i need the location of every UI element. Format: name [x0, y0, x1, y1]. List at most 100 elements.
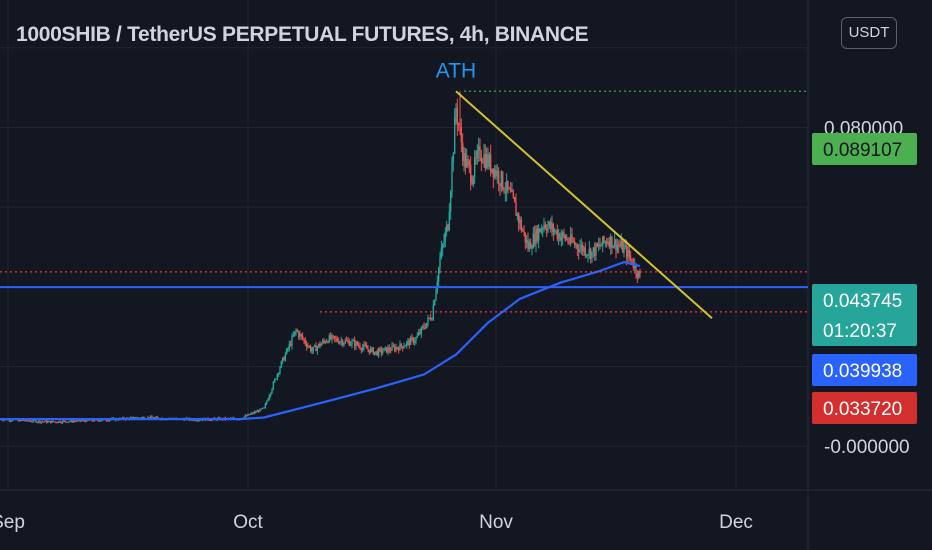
candle-body-25 — [32, 419, 35, 422]
candle-body-188 — [249, 413, 252, 415]
candle-body-477 — [635, 264, 637, 274]
candle-body-424 — [564, 235, 567, 240]
candle-body-215 — [285, 348, 288, 355]
candle-body-343 — [456, 108, 459, 124]
candle-body-213 — [283, 357, 285, 361]
currency-button[interactable]: USDT — [841, 17, 897, 49]
candle-body-384 — [511, 190, 513, 193]
candle-body-227 — [301, 335, 304, 339]
candle-body-214 — [284, 354, 287, 361]
candle-body-274 — [364, 344, 367, 346]
candle-body-157 — [208, 419, 211, 421]
candle-body-31 — [40, 421, 43, 423]
candle-body-464 — [617, 245, 620, 247]
candle-body-435 — [579, 247, 581, 252]
candle-body-107 — [141, 417, 144, 419]
candle-body-51 — [67, 421, 69, 423]
candle-body-335 — [445, 224, 448, 232]
candle-body-336 — [447, 224, 449, 230]
candle-body-417 — [555, 230, 557, 232]
candle-body-24 — [31, 421, 33, 423]
candle-body-426 — [567, 238, 569, 242]
candle-body-36 — [47, 421, 49, 423]
candle-body-74 — [97, 420, 100, 422]
candle-body-230 — [305, 343, 308, 347]
candle-body-199 — [264, 403, 267, 408]
bar-countdown: 01:20:37 — [823, 321, 897, 342]
candle-body-328 — [436, 281, 439, 291]
candle-body-353 — [469, 165, 472, 183]
candle-body-408 — [543, 224, 545, 229]
candle-body-67 — [88, 420, 91, 422]
candle-body-387 — [515, 202, 517, 216]
candle-body-314 — [417, 332, 420, 336]
candle-body-194 — [257, 410, 260, 412]
candle-body-32 — [41, 421, 44, 423]
candle-body-108 — [143, 417, 145, 419]
candle-body-411 — [547, 226, 549, 232]
candle-body-385 — [512, 190, 515, 198]
candle-body-148 — [196, 420, 199, 422]
candle-body-457 — [608, 241, 611, 248]
candle-body-257 — [341, 340, 344, 345]
candle-body-378 — [503, 188, 505, 192]
candle-body-468 — [623, 246, 625, 253]
candle-body-325 — [432, 305, 435, 320]
candle-body-445 — [592, 247, 595, 252]
candle-body-248 — [329, 335, 332, 340]
candle-body-327 — [435, 290, 437, 301]
candle-body-246 — [327, 341, 329, 343]
y-tick-label: -0.000000 — [824, 437, 910, 458]
candle-body-289 — [384, 347, 387, 349]
candle-body-23 — [29, 420, 32, 422]
candle-body-360 — [479, 146, 481, 158]
candle-body-43 — [56, 422, 59, 424]
candle-body-388 — [516, 213, 519, 216]
candle-body-35 — [45, 420, 48, 423]
candle-body-203 — [269, 392, 272, 396]
candle-body-394 — [524, 232, 527, 243]
candle-body-190 — [252, 412, 255, 414]
candle-body-475 — [632, 264, 635, 268]
candle-body-241 — [320, 343, 323, 347]
candle-body-454 — [604, 241, 607, 243]
candle-body-254 — [337, 341, 340, 344]
candle-body-324 — [431, 319, 433, 321]
candle-body-359 — [477, 146, 480, 151]
candle-body-396 — [527, 240, 529, 250]
candle-body-192 — [255, 411, 257, 413]
candle-body-306 — [407, 340, 409, 342]
candle-body-439 — [584, 247, 587, 256]
candle-body-466 — [620, 241, 623, 247]
candle-body-211 — [280, 361, 283, 368]
candle-body-243 — [323, 340, 325, 342]
candle-body-344 — [457, 123, 460, 126]
candle-body-253 — [336, 338, 339, 342]
candle-body-362 — [481, 161, 484, 163]
candle-body-49 — [64, 420, 67, 422]
candle-body-209 — [277, 372, 280, 375]
candle-body-403 — [536, 228, 539, 241]
candle-body-458 — [609, 236, 612, 248]
candle-body-26 — [33, 419, 36, 421]
candle-body-461 — [613, 239, 616, 246]
candle-body-250 — [332, 335, 335, 337]
candle-body-322 — [428, 317, 431, 319]
candle-body-311 — [413, 341, 416, 343]
candle-body-437 — [581, 244, 584, 252]
candle-body-364 — [484, 154, 487, 168]
candle-body-449 — [597, 244, 600, 247]
candle-body-350 — [465, 159, 468, 168]
candle-body-382 — [508, 188, 511, 190]
candle-body-249 — [331, 335, 333, 340]
candle-body-377 — [501, 171, 504, 189]
candle-body-238 — [316, 346, 319, 352]
candle-body-434 — [577, 248, 580, 252]
x-tick-label: Dec — [719, 512, 753, 533]
x-tick-label: Nov — [479, 512, 513, 533]
candle-body-53 — [69, 420, 72, 422]
candle-body-285 — [379, 348, 381, 350]
candle-body-374 — [497, 170, 500, 184]
